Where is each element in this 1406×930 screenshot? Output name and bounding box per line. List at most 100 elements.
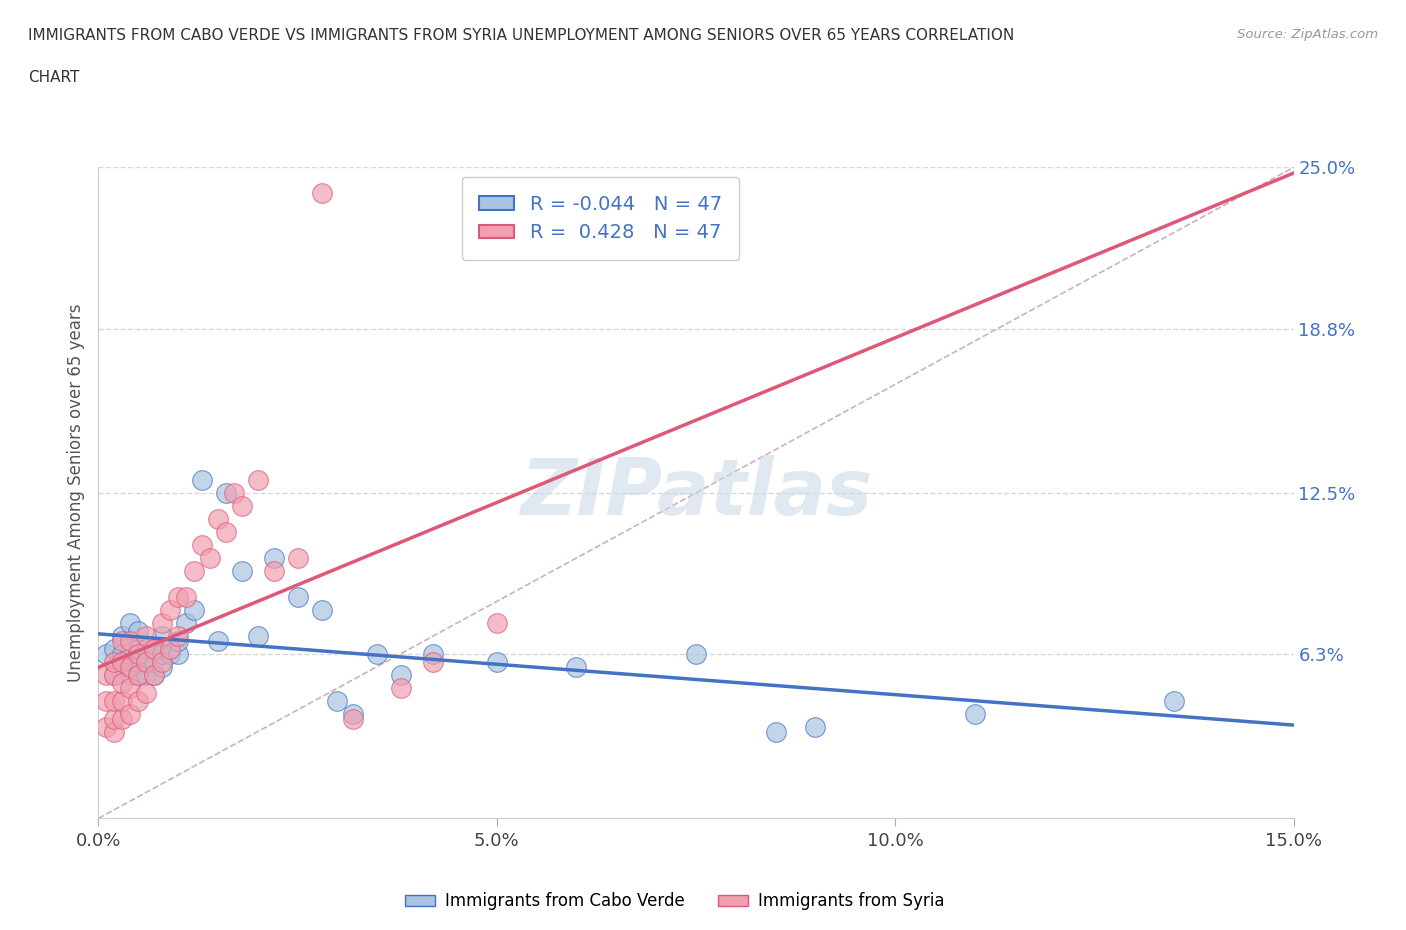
Text: Source: ZipAtlas.com: Source: ZipAtlas.com (1237, 28, 1378, 41)
Point (135, 686, 157, 701)
Point (111, 655, 134, 670)
Point (215, 525, 238, 539)
Legend: Immigrants from Cabo Verde, Immigrants from Syria: Immigrants from Cabo Verde, Immigrants f… (398, 885, 952, 917)
Point (246, 472, 269, 487)
Point (111, 629, 134, 644)
Point (135, 655, 157, 670)
Point (263, 551, 285, 565)
Point (198, 551, 221, 565)
Point (1163, 694, 1185, 709)
Point (120, 634, 142, 649)
Point (103, 642, 125, 657)
Point (150, 655, 173, 670)
Point (485, 616, 508, 631)
Point (159, 642, 181, 657)
Point (143, 655, 166, 670)
Point (287, 551, 309, 565)
Point (135, 629, 157, 644)
Point (174, 590, 197, 604)
Point (150, 629, 173, 644)
Point (150, 616, 173, 631)
Point (111, 675, 134, 690)
Point (191, 472, 214, 487)
Point (389, 681, 412, 696)
Point (111, 647, 134, 662)
Text: ZIPatlas: ZIPatlas (520, 455, 872, 531)
Point (366, 647, 388, 662)
Point (342, 707, 364, 722)
Point (120, 660, 142, 675)
Point (167, 634, 190, 649)
Text: CHART: CHART (28, 70, 80, 85)
Point (127, 668, 149, 683)
Point (143, 668, 166, 683)
Point (111, 655, 134, 670)
Point (127, 694, 149, 709)
Point (167, 629, 190, 644)
Point (963, 707, 986, 722)
Text: IMMIGRANTS FROM CABO VERDE VS IMMIGRANTS FROM SYRIA UNEMPLOYMENT AMONG SENIORS O: IMMIGRANTS FROM CABO VERDE VS IMMIGRANTS… (28, 28, 1014, 43)
Point (311, 603, 333, 618)
Point (765, 725, 787, 740)
Legend: R = -0.044   N = 47, R =  0.428   N = 47: R = -0.044 N = 47, R = 0.428 N = 47 (461, 177, 740, 259)
Point (135, 668, 157, 683)
Point (342, 712, 364, 727)
Point (485, 655, 508, 670)
Point (389, 668, 412, 683)
Point (96, 668, 118, 683)
Point (565, 660, 588, 675)
Point (96, 647, 118, 662)
Point (143, 668, 166, 683)
Point (311, 186, 333, 201)
Point (120, 707, 142, 722)
Point (120, 616, 142, 631)
Point (103, 668, 125, 683)
Point (135, 655, 157, 670)
Point (103, 655, 125, 670)
Point (222, 485, 245, 500)
Point (422, 655, 444, 670)
Point (174, 616, 197, 631)
Point (159, 647, 181, 662)
Point (120, 647, 142, 662)
Point (120, 668, 142, 683)
Point (183, 603, 205, 618)
Point (685, 647, 707, 662)
Point (263, 564, 285, 578)
Point (207, 512, 229, 526)
Point (167, 647, 190, 662)
Point (103, 712, 125, 727)
Point (127, 668, 149, 683)
Point (215, 485, 238, 500)
Point (111, 712, 134, 727)
Point (111, 634, 134, 649)
Point (103, 694, 125, 709)
Point (231, 564, 253, 578)
Point (231, 498, 253, 513)
Point (127, 642, 149, 657)
Point (207, 634, 229, 649)
Point (103, 668, 125, 683)
Point (111, 694, 134, 709)
Point (287, 590, 309, 604)
Point (103, 725, 125, 740)
Point (135, 642, 157, 657)
Point (159, 603, 181, 618)
Point (120, 681, 142, 696)
Point (422, 647, 444, 662)
Point (96, 694, 118, 709)
Point (143, 642, 166, 657)
Point (246, 629, 269, 644)
Point (127, 647, 149, 662)
Y-axis label: Unemployment Among Seniors over 65 years: Unemployment Among Seniors over 65 years (66, 304, 84, 682)
Point (96, 720, 118, 735)
Point (191, 538, 214, 552)
Point (167, 590, 190, 604)
Point (326, 694, 349, 709)
Point (127, 655, 149, 670)
Point (127, 623, 149, 638)
Point (150, 647, 173, 662)
Point (183, 564, 205, 578)
Point (804, 720, 827, 735)
Point (150, 660, 173, 675)
